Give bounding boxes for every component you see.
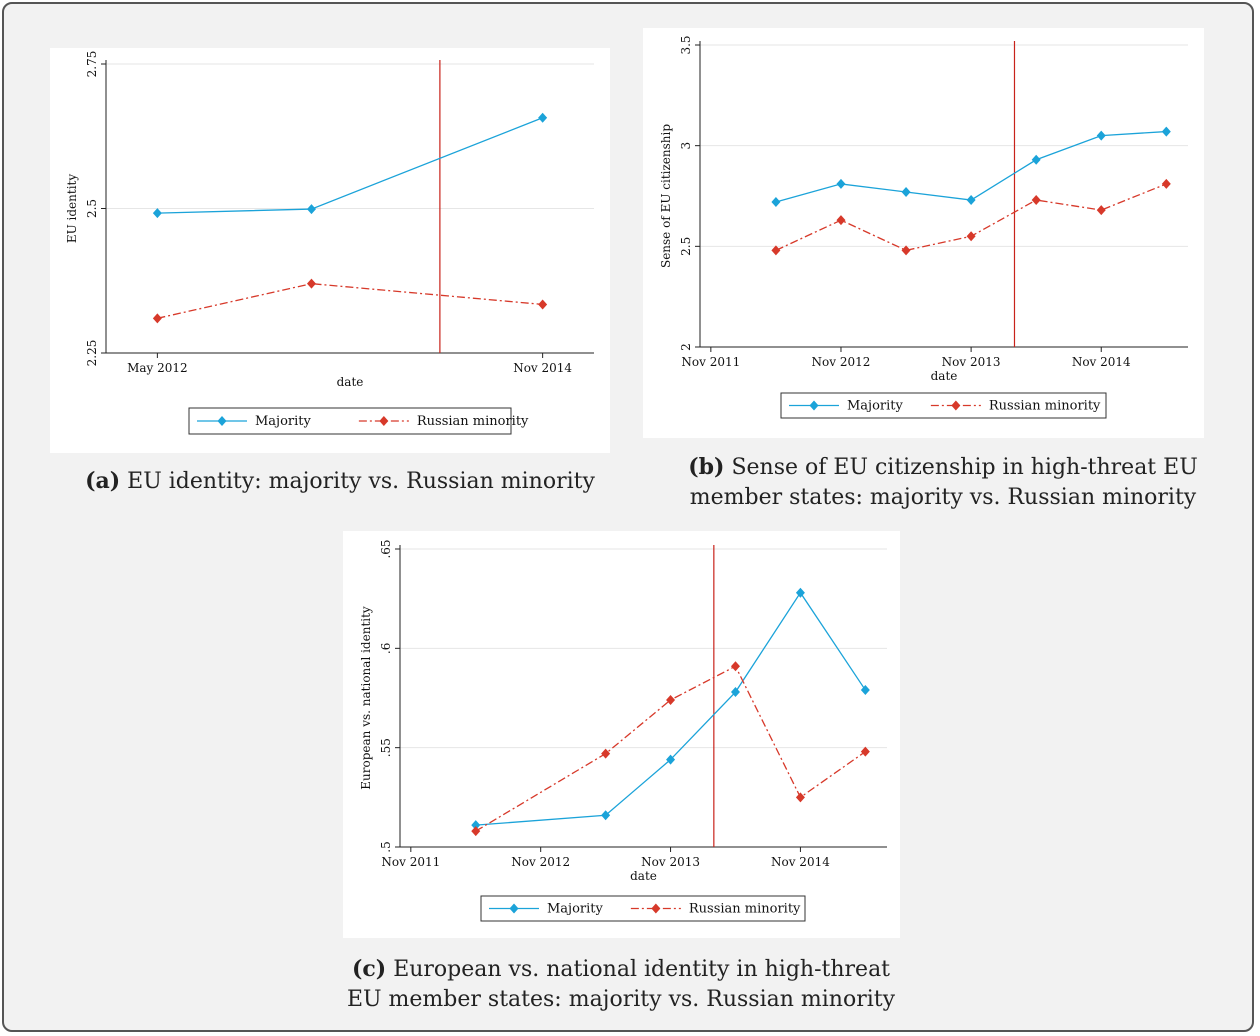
point-russian-minority [836, 215, 846, 226]
legend-label-majority: Majority [547, 902, 604, 917]
point-majority [901, 186, 911, 197]
y-tick-label: 2.75 [85, 51, 99, 78]
point-russian-minority [306, 278, 316, 289]
legend-label-russian-minority: Russian minority [989, 399, 1101, 414]
point-majority [666, 754, 676, 765]
x-axis-title: date [337, 375, 364, 389]
legend-marker-russian-minority [379, 416, 389, 426]
point-russian-minority [471, 826, 481, 837]
chart-panel-a: 2.25 2.5 2.75 May 2012 Nov 2014 date EU identi… [50, 48, 610, 453]
x-tick-label: Nov 2014 [1072, 355, 1131, 369]
x-axis-title: date [931, 369, 958, 383]
y-tick-label: .6 [379, 643, 393, 654]
y-tick-label: .55 [379, 738, 393, 757]
x-tick-label: May 2012 [127, 361, 188, 375]
point-russian-minority [771, 245, 781, 256]
point-russian-minority [966, 231, 976, 242]
caption-c-text-line2: EU member states: majority vs. Russian m… [346, 987, 896, 1012]
legend-label-russian-minority: Russian minority [689, 902, 801, 917]
x-tick-label: Nov 2012 [511, 855, 570, 869]
legend-label-majority: Majority [847, 399, 904, 414]
x-tick-label: Nov 2014 [513, 361, 572, 375]
point-russian-minority [601, 748, 611, 759]
caption-a: (a) EU identity: majority vs. Russian mi… [50, 466, 630, 497]
caption-a-text: EU identity: majority vs. Russian minori… [127, 469, 595, 494]
caption-c-label: (c) [351, 956, 387, 982]
point-majority [860, 685, 870, 696]
series-line-majority [157, 117, 543, 214]
point-majority [306, 204, 316, 215]
point-russian-minority [666, 694, 676, 705]
point-russian-minority [1161, 178, 1171, 189]
eu-citizenship-chart: 2 2.5 3 3.5 Nov 2011 Nov 2012 Nov 2013 Nov 2014… [659, 35, 1188, 419]
point-majority [836, 178, 846, 189]
legend-marker-russian-minority [651, 903, 661, 914]
series-line-russian-minority [475, 665, 866, 832]
legend-marker-majority [809, 400, 819, 411]
caption-c-text-line1: European vs. national identity in high-t… [393, 957, 891, 982]
point-russian-minority [860, 746, 870, 757]
point-majority [471, 820, 481, 831]
point-majority [601, 810, 611, 821]
y-tick-label: .65 [379, 539, 393, 558]
series-line-majority [475, 591, 866, 826]
x-tick-label: Nov 2013 [942, 355, 1001, 369]
y-tick-label: .5 [379, 841, 393, 852]
point-russian-minority [1031, 195, 1041, 206]
european-vs-national-chart: .5 .55 .6 .65 Nov 2011 Nov 2012 Nov 2013 Nov 20… [359, 539, 887, 922]
point-russian-minority [152, 313, 162, 324]
chart-panel-c: .5 .55 .6 .65 Nov 2011 Nov 2012 Nov 2013 Nov 20… [343, 531, 900, 938]
legend-marker-russian-minority [951, 400, 961, 411]
point-russian-minority [1096, 205, 1106, 216]
series-line-majority [775, 130, 1167, 203]
x-tick-label: Nov 2011 [381, 855, 440, 869]
point-majority [730, 687, 740, 698]
y-tick-label: 3 [679, 142, 693, 150]
legend-marker-majority [217, 416, 227, 426]
caption-c: (c) European vs. national identity in hi… [321, 954, 921, 1015]
y-tick-label: 2 [679, 343, 693, 351]
caption-b: (b) Sense of EU citizenship in high-thre… [643, 452, 1243, 513]
legend-label-majority: Majority [255, 414, 312, 429]
point-majority [771, 197, 781, 208]
point-russian-minority [901, 245, 911, 256]
point-majority [795, 587, 805, 598]
point-majority [152, 208, 162, 219]
x-tick-label: Nov 2012 [812, 355, 871, 369]
point-majority [1096, 130, 1106, 141]
eu-identity-chart: 2.25 2.5 2.75 May 2012 Nov 2014 date EU identi… [65, 51, 594, 435]
y-tick-label: 2.25 [85, 340, 99, 367]
point-majority [966, 195, 976, 206]
y-tick-label: 3.5 [679, 35, 693, 54]
point-russian-minority [538, 299, 548, 310]
legend-label-russian-minority: Russian minority [417, 414, 529, 429]
caption-b-text-line2: member states: majority vs. Russian mino… [689, 485, 1197, 510]
y-axis-title: Sense of EU citizenship [659, 124, 673, 268]
x-tick-label: Nov 2011 [681, 355, 740, 369]
point-majority [1031, 154, 1041, 165]
x-tick-label: Nov 2013 [641, 855, 700, 869]
point-majority [538, 112, 548, 123]
chart-panel-b: 2 2.5 3 3.5 Nov 2011 Nov 2012 Nov 2013 Nov 2014… [643, 28, 1204, 438]
caption-a-label: (a) [85, 468, 121, 494]
x-tick-label: Nov 2014 [771, 855, 830, 869]
caption-b-label: (b) [688, 454, 725, 480]
y-tick-label: 2.5 [679, 237, 693, 256]
point-russian-minority [730, 661, 740, 672]
series-line-russian-minority [157, 282, 543, 319]
caption-b-text-line1: Sense of EU citizenship in high-threat E… [731, 455, 1198, 480]
point-majority [1161, 126, 1171, 137]
x-axis-title: date [630, 869, 657, 883]
y-axis-title: European vs. national identity [359, 606, 373, 790]
y-tick-label: 2.5 [85, 199, 99, 218]
y-axis-title: EU identity [65, 174, 79, 244]
legend-marker-majority [509, 903, 519, 914]
point-russian-minority [795, 792, 805, 803]
